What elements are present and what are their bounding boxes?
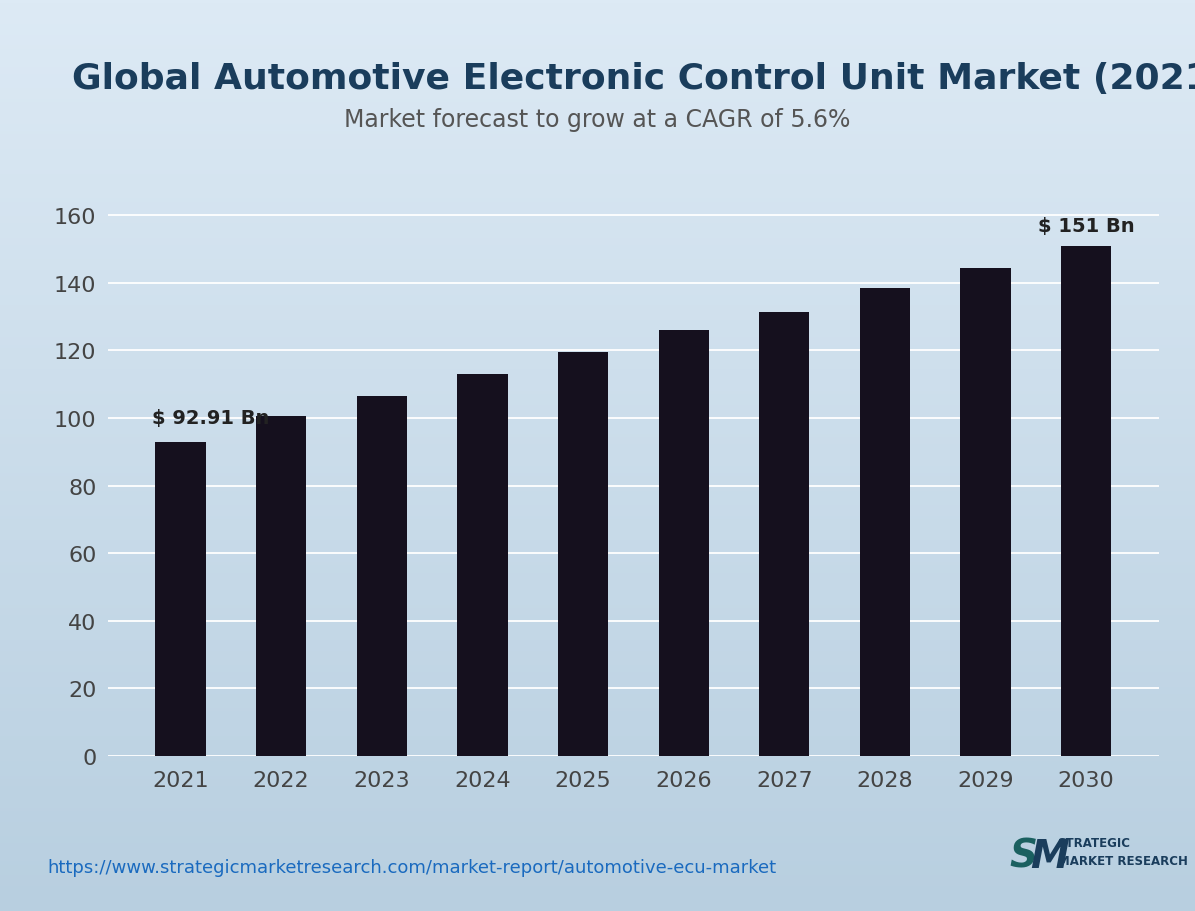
- Bar: [256, 417, 306, 756]
- Text: Global Automotive Electronic Control Unit Market (2021 – 2030): Global Automotive Electronic Control Uni…: [72, 62, 1195, 96]
- Bar: [1061, 246, 1111, 756]
- Bar: [458, 374, 508, 756]
- Text: STRATEGIC
MARKET RESEARCH: STRATEGIC MARKET RESEARCH: [1058, 836, 1188, 867]
- Bar: [961, 268, 1011, 756]
- Text: M: M: [1030, 836, 1068, 875]
- Bar: [155, 443, 206, 756]
- Bar: [759, 312, 809, 756]
- Bar: [356, 396, 407, 756]
- Bar: [558, 353, 608, 756]
- Text: $ 92.91 Bn: $ 92.91 Bn: [152, 408, 270, 427]
- Bar: [859, 289, 911, 756]
- Text: $ 151 Bn: $ 151 Bn: [1038, 217, 1134, 236]
- Text: https://www.strategicmarketresearch.com/market-report/automotive-ecu-market: https://www.strategicmarketresearch.com/…: [48, 858, 777, 876]
- Bar: [658, 331, 709, 756]
- Text: Market forecast to grow at a CAGR of 5.6%: Market forecast to grow at a CAGR of 5.6…: [344, 108, 851, 132]
- Text: S: S: [1010, 836, 1037, 875]
